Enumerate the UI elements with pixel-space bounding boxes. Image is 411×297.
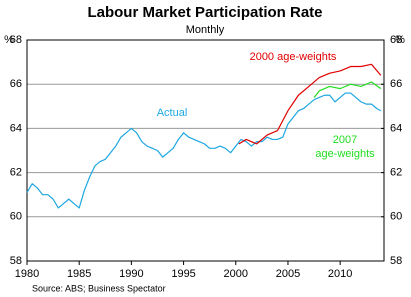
series-line [238, 63, 382, 145]
chart-title: Labour Market Participation Rate [87, 4, 322, 21]
x-tick-label: 2010 [328, 268, 352, 280]
y2-tick-label: 64 [390, 122, 402, 134]
x-tick-label: 1985 [67, 268, 91, 280]
x-tick-label: 1995 [171, 268, 195, 280]
y-axis-label: % [4, 34, 14, 46]
plot-frame [26, 39, 385, 262]
x-tick-label: 2000 [224, 268, 248, 280]
y2-tick-label: 60 [390, 211, 402, 223]
y2-tick-label: 62 [390, 167, 402, 179]
y-tick-label: 66 [10, 78, 22, 90]
y2-tick-label: 66 [390, 78, 402, 90]
annotation: 2000 age-weights [250, 51, 337, 63]
y2-tick-label: 58 [390, 255, 402, 267]
chart-subtitle: Monthly [186, 24, 225, 36]
y2-axis-label: % [395, 34, 405, 46]
x-tick-label: 2005 [276, 268, 300, 280]
annotation: Actual [157, 107, 188, 119]
y-tick-label: 60 [10, 211, 22, 223]
series-line [313, 81, 382, 98]
source: Source: ABS; Business Spectator [32, 283, 166, 293]
series-line [26, 92, 382, 209]
y-tick-label: 64 [10, 122, 22, 134]
annotation: 2007 [333, 134, 357, 146]
annotation: age-weights [315, 148, 375, 160]
y-tick-label: 62 [10, 167, 22, 179]
y2-tick-label: 68 [390, 34, 402, 46]
x-tick-label: 1980 [15, 268, 39, 280]
x-tick-label: 1990 [119, 268, 143, 280]
y-tick-label: 68 [10, 34, 22, 46]
y-tick-label: 58 [10, 255, 22, 267]
